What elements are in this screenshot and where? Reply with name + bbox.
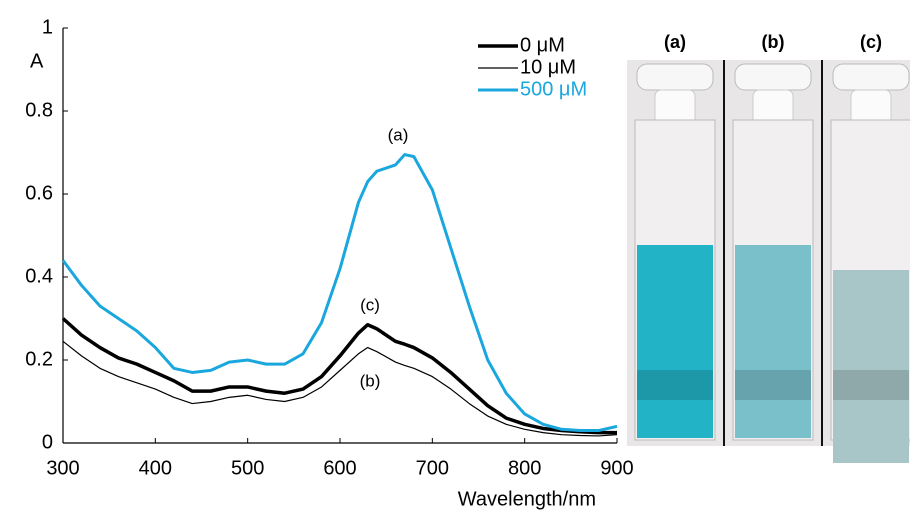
- y-tick-label: 0.4: [25, 265, 53, 287]
- series-line: [63, 155, 617, 431]
- legend-label: 500 μM: [520, 78, 587, 100]
- y-axis-label: A: [30, 50, 44, 72]
- liquid-bottom: [735, 370, 811, 400]
- annotation: (c): [360, 295, 380, 314]
- y-tick-label: 0.8: [25, 99, 53, 121]
- y-tick-label: 1: [42, 16, 53, 38]
- annotation: (a): [388, 125, 409, 144]
- y-tick-label: 0: [42, 431, 53, 453]
- x-tick-label: 700: [416, 457, 449, 479]
- legend-label: 0 μM: [520, 34, 565, 56]
- annotation: (b): [360, 371, 381, 390]
- legend-label: 10 μM: [520, 56, 576, 78]
- cap: [735, 64, 811, 90]
- x-axis-label: Wavelength/nm: [458, 488, 596, 510]
- x-tick-label: 500: [231, 457, 264, 479]
- series-line: [63, 319, 617, 433]
- liquid-bottom: [833, 370, 909, 400]
- x-tick-label: 300: [46, 457, 79, 479]
- x-tick-label: 800: [508, 457, 541, 479]
- cap: [833, 64, 909, 90]
- liquid: [637, 245, 713, 438]
- x-tick-label: 400: [139, 457, 172, 479]
- cuvette-photo: [627, 60, 910, 463]
- photo-label: (a): [664, 32, 686, 52]
- x-tick-label: 600: [323, 457, 356, 479]
- y-tick-label: 0.6: [25, 182, 53, 204]
- x-tick-label: 900: [600, 457, 633, 479]
- liquid: [833, 270, 909, 463]
- photo-label: (c): [860, 32, 882, 52]
- photo-label: (b): [762, 32, 785, 52]
- y-tick-label: 0.2: [25, 348, 53, 370]
- liquid-bottom: [637, 370, 713, 400]
- liquid: [735, 245, 811, 438]
- figure: Wavelength/nm A 0 0.2 0.4 0.6 0.8 1 300 400 500 6…: [0, 0, 910, 518]
- cap: [637, 64, 713, 90]
